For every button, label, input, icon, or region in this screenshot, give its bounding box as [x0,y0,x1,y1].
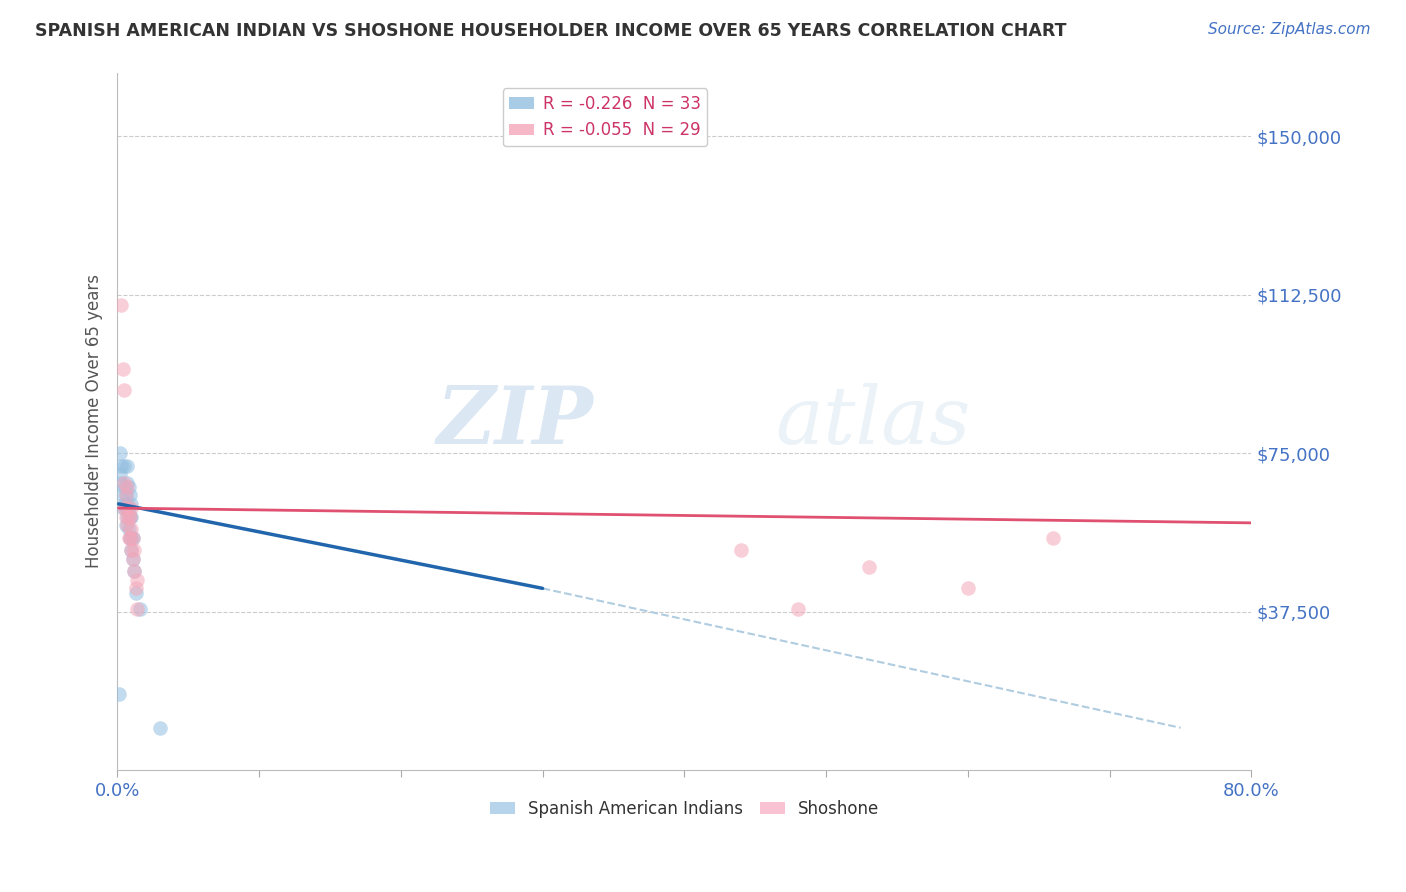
Point [112,475,135,490]
Y-axis label: Householder Income Over 65 years: Householder Income Over 65 years [86,275,103,568]
Point [117,522,139,536]
Point [110,458,132,473]
Point [128,602,150,616]
Point [114,488,136,502]
Point [112,501,135,516]
Point [112,480,135,494]
Legend: Spanish American Indians, Shoshone: Spanish American Indians, Shoshone [482,793,886,824]
Point [118,509,141,524]
Point [1042,531,1064,545]
Point [112,458,135,473]
Point [115,480,138,494]
Point [858,560,880,574]
Point [108,467,131,482]
Point [115,458,138,473]
Point [112,383,135,397]
Point [122,565,145,579]
Point [120,509,142,524]
Point [149,721,172,735]
Point [114,488,136,502]
Point [118,509,141,524]
Point [786,602,808,616]
Point [124,585,146,599]
Point [118,531,141,545]
Point [117,531,139,545]
Point [117,501,139,516]
Point [117,480,139,494]
Point [121,551,143,566]
Point [730,543,752,558]
Point [115,501,138,516]
Point [120,501,142,516]
Point [115,475,138,490]
Point [114,509,136,524]
Point [118,488,141,502]
Text: ZIP: ZIP [437,383,593,460]
Point [108,446,131,460]
Point [956,582,979,596]
Point [121,531,143,545]
Point [124,582,146,596]
Text: SPANISH AMERICAN INDIAN VS SHOSHONE HOUSEHOLDER INCOME OVER 65 YEARS CORRELATION: SPANISH AMERICAN INDIAN VS SHOSHONE HOUS… [35,22,1067,40]
Point [107,687,129,701]
Point [122,565,145,579]
Point [115,509,138,524]
Point [121,531,143,545]
Text: Source: ZipAtlas.com: Source: ZipAtlas.com [1208,22,1371,37]
Point [111,501,134,516]
Point [114,501,136,516]
Point [110,475,132,490]
Point [125,602,148,616]
Point [110,298,132,312]
Point [115,518,138,533]
Point [111,361,134,376]
Point [118,531,141,545]
Point [122,543,145,558]
Point [117,509,139,524]
Point [121,551,143,566]
Point [120,543,142,558]
Point [112,497,135,511]
Point [120,531,142,545]
Point [120,543,142,558]
Point [115,497,138,511]
Point [114,518,136,533]
Point [120,522,142,536]
Point [125,573,148,587]
Text: atlas: atlas [775,383,970,460]
Point [120,497,142,511]
Point [111,488,134,502]
